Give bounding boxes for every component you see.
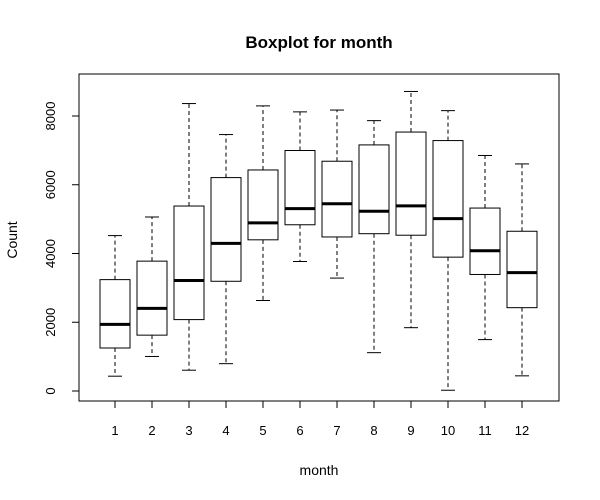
x-tick-label: 2 <box>148 423 155 438</box>
x-tick-label: 6 <box>296 423 303 438</box>
box-month-6 <box>284 111 316 263</box>
y-tick-label: 6000 <box>43 170 58 199</box>
iqr-box <box>432 140 464 258</box>
x-tick-label: 8 <box>370 423 377 438</box>
iqr-box <box>358 144 390 235</box>
box-month-8 <box>358 120 390 354</box>
iqr-box <box>395 131 427 236</box>
box-month-1 <box>99 235 131 377</box>
x-tick-label: 5 <box>259 423 266 438</box>
box-month-5 <box>247 105 279 301</box>
x-axis-label: month <box>300 462 339 478</box>
iqr-box <box>469 207 501 275</box>
y-tick-label: 2000 <box>43 308 58 337</box>
y-axis-label: Count <box>4 221 20 258</box>
x-tick-label: 9 <box>407 423 414 438</box>
y-axis: 0 2000 4000 6000 8000 <box>43 102 80 395</box>
x-tick-label: 7 <box>333 423 340 438</box>
iqr-box <box>321 160 353 238</box>
chart-title: Boxplot for month <box>245 33 392 52</box>
y-tick-label: 0 <box>43 387 58 394</box>
box-month-2 <box>136 216 168 357</box>
iqr-box <box>136 260 168 336</box>
x-axis: 1 2 3 4 5 6 7 8 9 10 11 12 <box>111 400 529 438</box>
x-tick-label: 1 <box>111 423 118 438</box>
x-tick-label: 4 <box>222 423 229 438</box>
x-tick-label: 10 <box>441 423 455 438</box>
iqr-box <box>506 230 538 309</box>
iqr-box <box>284 150 316 226</box>
box-month-3 <box>173 103 205 371</box>
x-tick-label: 11 <box>478 423 492 438</box>
box-month-9 <box>395 90 427 329</box>
box-month-4 <box>210 134 242 365</box>
box-month-12 <box>506 163 538 377</box>
iqr-box <box>210 177 242 282</box>
x-tick-label: 12 <box>515 423 529 438</box>
iqr-box <box>173 205 205 321</box>
y-tick-label: 4000 <box>43 239 58 268</box>
box-month-7 <box>321 109 353 279</box>
iqr-box <box>99 279 131 349</box>
box-month-11 <box>469 154 501 341</box>
y-tick-label: 8000 <box>43 102 58 131</box>
iqr-box <box>247 169 279 241</box>
box-month-10 <box>432 110 464 391</box>
x-tick-label: 3 <box>185 423 192 438</box>
boxes-group <box>99 90 538 391</box>
